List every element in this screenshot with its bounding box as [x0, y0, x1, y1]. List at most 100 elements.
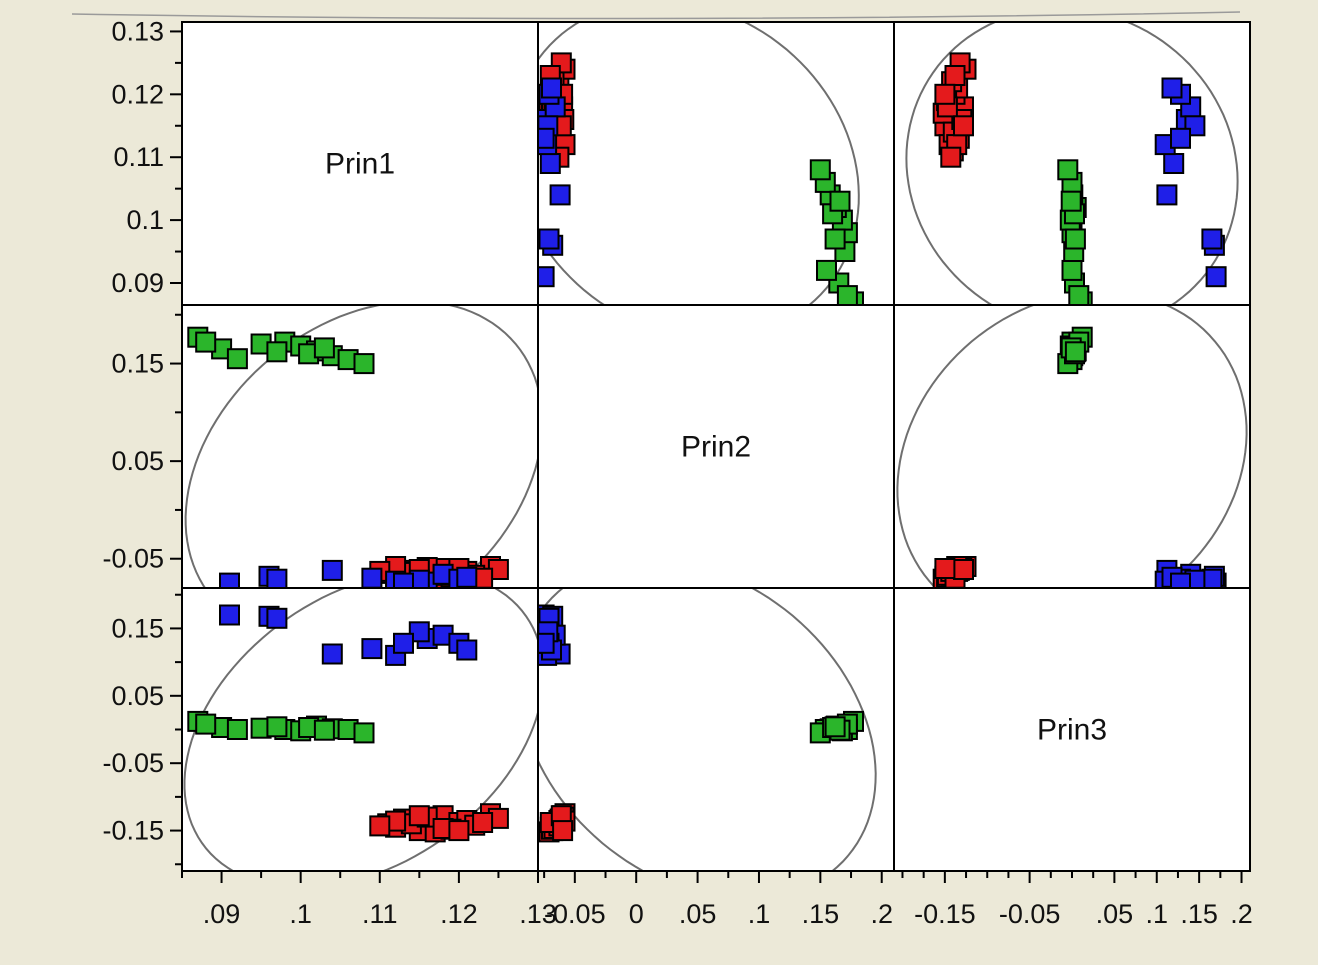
data-point-group-1 — [321, 643, 343, 665]
data-point-group-0 — [369, 815, 391, 837]
data-point-group-0 — [953, 115, 974, 137]
y-tick-label-Prin3: 0.05 — [111, 681, 164, 711]
data-point-group-2 — [1061, 259, 1083, 281]
data-point-group-1 — [456, 566, 478, 587]
cell-points-Prin2-vs-Prin1 — [187, 326, 509, 587]
data-point-group-1 — [393, 572, 414, 587]
data-point-group-2 — [195, 331, 217, 353]
y-tick-label-Prin3: -0.05 — [102, 748, 164, 778]
data-point-group-1 — [266, 568, 288, 587]
data-point-group-1 — [1170, 127, 1191, 149]
top-border-line — [71, 11, 1241, 20]
data-point-group-0 — [944, 65, 966, 86]
data-point-group-2 — [1057, 159, 1079, 181]
data-point-group-2 — [836, 285, 858, 304]
x-tick-label-Prin1: .09 — [203, 899, 241, 929]
data-point-group-0 — [472, 812, 494, 833]
x-tick-label-Prin3: -0.15 — [914, 899, 976, 929]
cell-points-Prin2-vs-Prin3 — [932, 326, 1227, 587]
data-point-group-0 — [940, 146, 962, 168]
density-ellipse — [539, 23, 860, 304]
data-point-group-2 — [1064, 341, 1086, 363]
data-point-group-1 — [539, 127, 555, 149]
data-point-group-1 — [539, 266, 555, 288]
data-point-group-0 — [953, 559, 974, 580]
data-point-group-1 — [539, 632, 555, 654]
x-tick-label-Prin2: .05 — [679, 899, 717, 929]
data-point-group-2 — [266, 716, 288, 738]
data-point-group-1 — [361, 567, 383, 587]
data-point-group-1 — [539, 153, 561, 174]
y-tick-label-Prin2: 0.15 — [111, 349, 164, 379]
data-point-group-2 — [824, 228, 846, 250]
y-tick-label-Prin1: 0.1 — [126, 205, 164, 235]
data-point-group-1 — [393, 632, 414, 654]
data-point-group-1 — [539, 228, 560, 250]
density-ellipse-group — [539, 589, 877, 870]
x-tick-label-Prin1: .11 — [362, 899, 398, 929]
data-point-group-2 — [226, 348, 248, 370]
density-ellipse — [896, 306, 1248, 587]
y-tick-label-Prin2: 0.05 — [111, 446, 164, 476]
y-tick-label-Prin3: -0.15 — [102, 816, 164, 846]
x-tick-label-Prin1: .13 — [519, 899, 557, 929]
y-tick-label-Prin1: 0.11 — [113, 142, 164, 172]
data-point-group-0 — [934, 558, 956, 579]
data-point-group-2 — [829, 190, 851, 212]
variable-label-Prin3: Prin3 — [1037, 714, 1107, 747]
y-tick-label-Prin3: 0.15 — [111, 613, 164, 643]
x-tick-label-Prin2: .2 — [870, 899, 893, 929]
x-tick-label-Prin1: .1 — [289, 899, 312, 929]
data-point-group-1 — [1156, 184, 1178, 206]
density-ellipse-group — [539, 23, 860, 304]
data-point-group-2 — [824, 716, 846, 738]
x-tick-label-Prin2: .1 — [748, 899, 771, 929]
data-point-group-2 — [353, 353, 375, 375]
data-point-group-1 — [361, 638, 383, 660]
x-tick-label-Prin2: 0 — [629, 899, 644, 929]
density-ellipse — [183, 589, 537, 870]
density-ellipse-group — [896, 306, 1248, 587]
cell-points-Prin3-vs-Prin1 — [187, 604, 509, 843]
data-point-group-1 — [1163, 153, 1185, 174]
x-tick-label-Prin3: .05 — [1096, 899, 1134, 929]
variable-label-Prin1: Prin1 — [325, 148, 395, 181]
density-ellipse — [539, 589, 877, 870]
density-ellipse-group — [183, 589, 537, 870]
x-tick-label-Prin3: .1 — [1145, 899, 1168, 929]
data-point-group-1 — [219, 572, 240, 587]
cell-points-Prin3-vs-Prin2 — [539, 604, 864, 843]
x-tick-label-Prin3: .15 — [1180, 899, 1218, 929]
data-point-group-1 — [1201, 228, 1223, 250]
data-point-group-2 — [816, 259, 837, 281]
data-point-group-1 — [408, 621, 430, 643]
y-tick-label-Prin1: 0.13 — [111, 16, 164, 46]
density-ellipse-group — [184, 306, 537, 587]
data-point-group-1 — [541, 77, 562, 99]
y-tick-label-Prin2: -0.05 — [102, 544, 164, 574]
density-ellipse — [905, 23, 1239, 304]
data-point-group-2 — [1060, 190, 1082, 212]
cell-points-Prin1-vs-Prin3 — [932, 52, 1227, 304]
data-point-group-2 — [1064, 228, 1086, 250]
density-ellipse — [184, 306, 537, 587]
data-point-group-1 — [219, 604, 240, 626]
data-point-group-1 — [1170, 572, 1191, 587]
data-point-group-2 — [353, 722, 375, 744]
x-tick-label-Prin1: .12 — [440, 899, 478, 929]
data-point-group-1 — [321, 559, 343, 581]
data-point-group-0 — [552, 820, 574, 842]
data-point-group-1 — [1205, 266, 1227, 288]
y-tick-label-Prin1: 0.12 — [111, 79, 164, 109]
variable-label-Prin2: Prin2 — [681, 431, 751, 464]
x-tick-label-Prin3: -0.05 — [999, 899, 1061, 929]
data-point-group-0 — [448, 820, 470, 842]
cell-points-Prin1-vs-Prin2 — [539, 52, 864, 304]
data-point-group-0 — [408, 805, 430, 827]
x-tick-label-Prin3: .2 — [1230, 899, 1253, 929]
data-point-group-1 — [266, 607, 288, 629]
data-point-group-2 — [809, 159, 831, 181]
data-point-group-1 — [456, 639, 478, 661]
